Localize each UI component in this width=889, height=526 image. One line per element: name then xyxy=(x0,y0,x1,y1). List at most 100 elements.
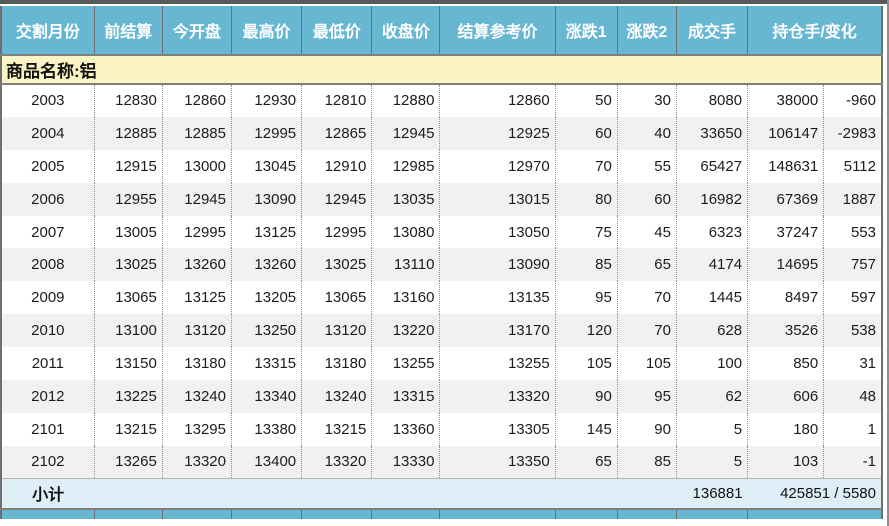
value-cell: 13225 xyxy=(94,380,163,413)
value-cell: 75 xyxy=(555,215,618,249)
value-cell: 13360 xyxy=(371,412,441,446)
value-cell: 12945 xyxy=(301,182,373,216)
value-cell: 12945 xyxy=(162,182,232,216)
value-cell: 13150 xyxy=(94,347,163,381)
right-frame-line xyxy=(887,0,889,526)
value-cell: 8080 xyxy=(676,84,749,117)
value-cell: 13045 xyxy=(231,149,303,183)
column-header-low: 最低价 xyxy=(301,6,373,56)
table-row: 2004 12885 12885 12995 12865 12945 12925 60 40 33… xyxy=(1,116,882,150)
value-cell: 100 xyxy=(676,347,749,381)
table-row: 2011 13150 13180 13315 13180 13255 13255 105 105… xyxy=(1,347,882,381)
delivery-month-cell: 2004 xyxy=(1,116,95,150)
value-cell: 13120 xyxy=(162,314,232,348)
value-cell: 13400 xyxy=(231,445,303,479)
value-cell: 13240 xyxy=(162,380,232,413)
subtotal-open-interest: 425851 / 5580 xyxy=(747,478,882,510)
value-cell: 60 xyxy=(617,182,677,216)
value-cell: 13160 xyxy=(371,281,441,315)
value-cell: 13320 xyxy=(439,380,556,413)
value-cell: 12885 xyxy=(94,116,163,150)
value-cell: 70 xyxy=(555,149,618,183)
value-cell: -1 xyxy=(862,453,876,471)
value-cell: 4174 xyxy=(676,248,749,282)
value-cell: 12970 xyxy=(439,149,556,183)
value-cell: 13220 xyxy=(371,314,441,348)
value-cell: 105 xyxy=(617,347,677,381)
value-cell: 95 xyxy=(617,380,677,413)
value-cell: 13350 xyxy=(439,445,556,479)
delivery-month-cell: 2008 xyxy=(1,248,95,282)
value-cell: 13315 xyxy=(231,347,303,381)
value-cell: 12915 xyxy=(94,149,163,183)
value-cell: -960 xyxy=(845,92,876,110)
value-cell: 12910 xyxy=(301,149,373,183)
delivery-month-cell: 2101 xyxy=(1,412,95,446)
value-cell: 12925 xyxy=(439,116,556,150)
table-row: 2102 13265 13320 13400 13320 13330 13350 65 85 5 1… xyxy=(1,445,882,479)
column-header-change1: 涨跌1 xyxy=(555,6,618,56)
next-header-cell xyxy=(301,508,373,519)
value-cell: 12955 xyxy=(94,182,163,216)
value-cell: 13090 xyxy=(439,248,556,282)
column-header-close: 收盘价 xyxy=(371,6,441,56)
value-cell: 12945 xyxy=(371,116,441,150)
next-header-cell xyxy=(1,508,95,519)
next-header-cell xyxy=(371,508,441,519)
next-header-cell xyxy=(676,508,749,519)
value-cell: 1 xyxy=(867,420,876,438)
value-cell: 13005 xyxy=(94,215,163,249)
value-cell: 48 xyxy=(859,387,876,405)
value-cell: 37247 xyxy=(747,215,825,249)
value-cell: 12995 xyxy=(162,215,232,249)
value-cell: 553 xyxy=(850,223,876,241)
table-row: 2006 12955 12945 13090 12945 13035 13015 80 60 16… xyxy=(1,182,882,216)
top-border-bar xyxy=(0,0,889,4)
value-cell: 70 xyxy=(617,314,677,348)
value-cell: 1887 xyxy=(842,190,876,208)
value-cell: 13240 xyxy=(301,380,373,413)
value-cell: 13125 xyxy=(231,215,303,249)
next-header-cell xyxy=(439,508,556,519)
table-row: 2009 13065 13125 13205 13065 13160 13135 95 70 14… xyxy=(1,281,882,315)
column-header-open-interest-change: 持仓手/变化 xyxy=(747,6,882,56)
value-cell: 12860 xyxy=(162,84,232,117)
value-cell: 538 xyxy=(850,322,876,340)
value-cell: 757 xyxy=(850,256,876,274)
column-header-prev-settlement: 前结算 xyxy=(94,6,163,56)
value-cell: 13015 xyxy=(439,182,556,216)
value-cell: 180 xyxy=(747,412,825,446)
subtotal-spacer xyxy=(94,478,677,510)
value-cell: 13305 xyxy=(439,412,556,446)
value-cell: 628 xyxy=(676,314,749,348)
delivery-month-cell: 2102 xyxy=(1,445,95,479)
column-header-settlement-ref: 结算参考价 xyxy=(439,6,556,56)
value-cell: 148631 xyxy=(747,149,825,183)
value-cell: 3526 xyxy=(747,314,825,348)
value-cell: 65427 xyxy=(676,149,749,183)
value-cell: 95 xyxy=(555,281,618,315)
value-cell: 13205 xyxy=(231,281,303,315)
value-cell: 12885 xyxy=(162,116,232,150)
value-cell: 13125 xyxy=(162,281,232,315)
value-cell: 13320 xyxy=(301,445,373,479)
value-cell: 45 xyxy=(617,215,677,249)
value-cell: -2983 xyxy=(837,124,876,142)
value-cell: 70 xyxy=(617,281,677,315)
value-cell: 16982 xyxy=(676,182,749,216)
value-cell: 5112 xyxy=(843,157,876,175)
value-cell: 13000 xyxy=(162,149,232,183)
column-header-change2: 涨跌2 xyxy=(617,6,677,56)
value-cell: 13340 xyxy=(231,380,303,413)
table-row: 2012 13225 13240 13340 13240 13315 13320 90 95 62… xyxy=(1,380,882,413)
value-cell: 13180 xyxy=(301,347,373,381)
value-cell: 5 xyxy=(676,445,749,479)
value-cell: 850 xyxy=(747,347,825,381)
commodity-name-row: 商品名称:铝 xyxy=(1,55,882,85)
value-cell: 13065 xyxy=(301,281,373,315)
subtotal-row: 小计 136881 425851 / 5580 xyxy=(1,478,882,510)
value-cell: 13080 xyxy=(371,215,441,249)
value-cell: 30 xyxy=(617,84,677,117)
value-cell: 85 xyxy=(555,248,618,282)
